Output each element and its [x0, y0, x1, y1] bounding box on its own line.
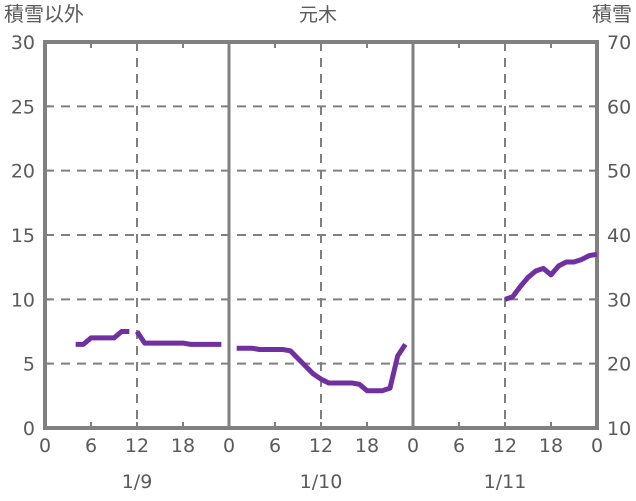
chart-title: 元木 — [298, 4, 337, 26]
svg-text:15: 15 — [11, 225, 35, 247]
svg-text:50: 50 — [607, 161, 631, 183]
svg-text:0: 0 — [39, 435, 51, 457]
data-series-line — [75, 251, 598, 394]
svg-text:0: 0 — [223, 435, 235, 457]
svg-text:1/10: 1/10 — [300, 471, 343, 493]
svg-text:18: 18 — [539, 435, 563, 457]
svg-text:10: 10 — [607, 418, 631, 440]
right-axis-title: 積雪 — [592, 2, 632, 26]
svg-text:6: 6 — [269, 435, 281, 457]
svg-text:5: 5 — [23, 354, 35, 376]
svg-text:18: 18 — [171, 435, 195, 457]
svg-text:70: 70 — [607, 32, 631, 54]
svg-text:20: 20 — [11, 161, 35, 183]
svg-text:12: 12 — [309, 435, 333, 457]
svg-text:10: 10 — [11, 289, 35, 311]
svg-text:20: 20 — [607, 354, 631, 376]
right-axis-tick-labels: 10 20 30 40 50 60 70 — [607, 32, 631, 440]
svg-text:0: 0 — [23, 418, 35, 440]
svg-text:25: 25 — [11, 96, 35, 118]
svg-text:60: 60 — [607, 96, 631, 118]
axis-tick-marks — [45, 42, 597, 428]
svg-text:6: 6 — [85, 435, 97, 457]
svg-text:0: 0 — [591, 435, 603, 457]
gridlines — [45, 42, 597, 428]
x-axis-tick-labels: 0 6 12 18 0 6 12 18 0 6 12 18 0 — [39, 435, 603, 457]
svg-text:12: 12 — [125, 435, 149, 457]
x-axis-date-labels: 1/9 1/10 1/11 — [122, 471, 527, 493]
svg-text:40: 40 — [607, 225, 631, 247]
left-axis-tick-labels: 0 5 10 15 20 25 30 — [11, 32, 35, 440]
svg-text:1/9: 1/9 — [122, 471, 153, 493]
svg-text:18: 18 — [355, 435, 379, 457]
svg-text:30: 30 — [11, 32, 35, 54]
svg-text:0: 0 — [407, 435, 419, 457]
svg-text:12: 12 — [493, 435, 517, 457]
day-separator-lines — [227, 42, 415, 428]
svg-text:30: 30 — [607, 289, 631, 311]
svg-text:1/11: 1/11 — [484, 471, 527, 493]
svg-text:6: 6 — [453, 435, 465, 457]
left-axis-title: 積雪以外 — [4, 2, 84, 26]
